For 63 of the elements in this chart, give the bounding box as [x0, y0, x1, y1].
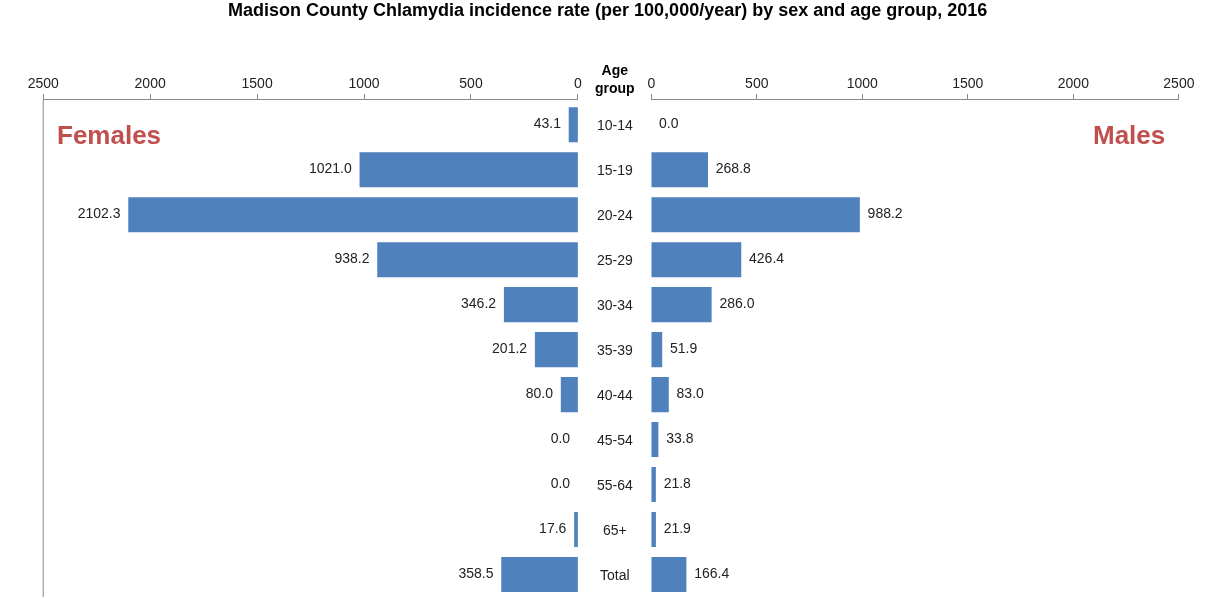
x-tick-label: 2500	[27, 75, 59, 92]
bar	[128, 197, 578, 233]
y-tick-label: 55-64	[597, 477, 634, 493]
x-tick-label: 0	[647, 75, 656, 92]
y-tick-label: 40-44	[597, 387, 634, 403]
x-tick-label: 1000	[348, 75, 380, 92]
y-tick-label: 30-34	[597, 297, 634, 313]
bar	[651, 197, 860, 233]
bar	[651, 332, 663, 368]
data-label: 0.0	[550, 430, 578, 447]
data-label: 0.0	[651, 115, 679, 132]
x-tick-label: 1000	[846, 75, 879, 92]
y-axis-title: Age group	[595, 62, 635, 97]
data-label: 17.6	[539, 520, 575, 537]
chart-title: Madison County Chlamydia incidence rate (per 100,000/year) by sex and age group, 2016	[228, 0, 988, 20]
bar	[377, 242, 578, 278]
series-label: Females	[57, 120, 162, 150]
bar	[651, 152, 708, 188]
data-label: 426.4	[741, 250, 785, 267]
data-label: 43.1	[533, 115, 569, 132]
bar	[651, 287, 712, 323]
bar	[560, 377, 578, 413]
data-label: 1021.0	[308, 160, 360, 177]
x-tick-label: 500	[459, 75, 483, 92]
x-tick-label: 2500	[1163, 75, 1195, 92]
data-label: 358.5	[458, 565, 502, 582]
x-tick-label: 1500	[241, 75, 273, 92]
data-label: 201.2	[492, 340, 535, 357]
y-tick-label: 25-29	[597, 252, 634, 268]
bar	[651, 377, 669, 413]
data-label: 51.9	[662, 340, 698, 357]
data-label: 286.0	[711, 295, 755, 312]
x-tick-label: 1500	[952, 75, 984, 92]
y-tick-label: 15-19	[597, 162, 634, 178]
y-tick-label: 10-14	[597, 117, 634, 133]
y-tick-label: 35-39	[597, 342, 634, 358]
bar	[534, 332, 578, 368]
bar	[651, 242, 742, 278]
bar	[503, 287, 578, 323]
data-label: 21.9	[655, 520, 692, 537]
data-label: 346.2	[461, 295, 504, 312]
y-tick-label: 65+	[603, 522, 627, 538]
data-label: 33.8	[658, 430, 694, 447]
text: Males	[1093, 120, 1166, 150]
data-label: 268.8	[708, 160, 752, 177]
data-label: 166.4	[686, 565, 730, 582]
bar	[501, 556, 578, 593]
data-label: 2102.3	[77, 205, 129, 222]
bar	[359, 152, 578, 188]
data-label: 83.0	[668, 385, 705, 402]
y-tick-label: 45-54	[597, 432, 634, 448]
data-label: 80.0	[525, 385, 561, 402]
bar	[651, 556, 687, 593]
data-label: 0.0	[550, 475, 578, 492]
y-tick-label: 20-24	[597, 207, 634, 223]
x-tick-label: 2000	[134, 75, 166, 92]
x-tick-label: 500	[745, 75, 769, 92]
y-tick-label: Total	[600, 567, 630, 583]
x-tick-label: 2000	[1057, 75, 1090, 92]
data-label: 938.2	[334, 250, 378, 267]
x-tick-label: 0	[574, 75, 583, 92]
data-label: 988.2	[859, 205, 903, 222]
data-label: 21.8	[655, 475, 692, 492]
